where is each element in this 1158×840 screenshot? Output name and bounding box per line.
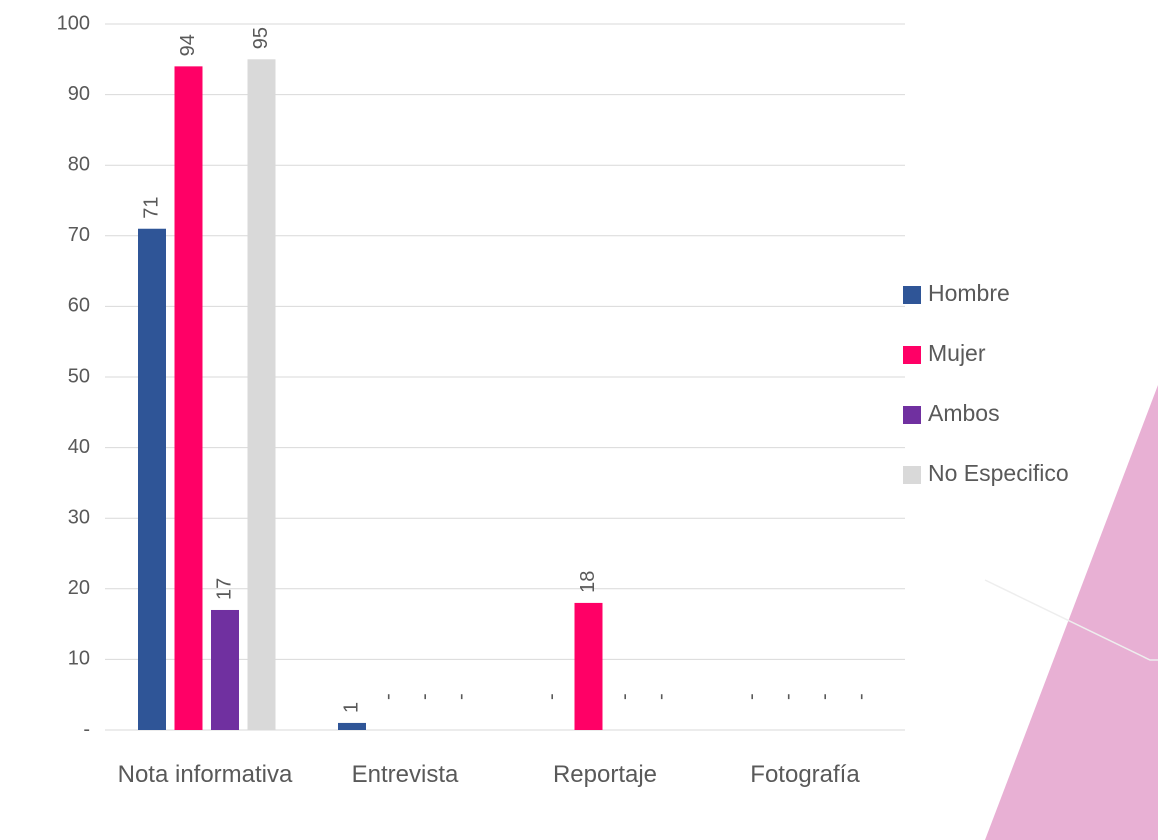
legend-label: Ambos [928, 400, 1000, 426]
y-tick-label: 40 [68, 436, 90, 458]
data-label: - [813, 693, 835, 700]
data-label: 17 [213, 578, 235, 600]
legend-label: No Especifico [928, 460, 1069, 486]
x-tick-label-box: Nota informativa [105, 758, 305, 838]
x-tick-label-box: Entrevista [305, 758, 505, 838]
data-label: 18 [577, 571, 599, 593]
data-label: - [613, 693, 635, 700]
data-label: - [540, 693, 562, 700]
x-tick-label: Entrevista [305, 758, 505, 792]
y-tick-label: 20 [68, 577, 90, 599]
y-tick-label: 70 [68, 224, 90, 246]
x-tick-label-box: Fotografía [705, 758, 905, 838]
legend-swatch [903, 286, 921, 304]
bar [575, 603, 603, 730]
legend-swatch [903, 346, 921, 364]
legend-swatch [903, 466, 921, 484]
y-tick-label: 90 [68, 83, 90, 105]
y-tick-label: 100 [57, 12, 90, 34]
bar [138, 229, 166, 730]
chart: - 10 20 30 40 50 60 70 80 90 100 Nota informativaEn… [0, 0, 1158, 840]
y-tick-label: 10 [68, 648, 90, 670]
y-tick-label: 30 [68, 506, 90, 528]
legend-swatch [903, 406, 921, 424]
data-label: 95 [250, 27, 272, 49]
bar [211, 610, 239, 730]
data-label: - [850, 693, 872, 700]
data-label: - [413, 693, 435, 700]
bar [175, 66, 203, 730]
data-label: 71 [140, 196, 162, 218]
decor-shape [985, 385, 1158, 840]
x-tick-label: Fotografía [705, 758, 905, 792]
data-label: - [450, 693, 472, 700]
page: - 10 20 30 40 50 60 70 80 90 100 Nota informativaEn… [0, 0, 1158, 840]
y-tick-label: 80 [68, 153, 90, 175]
data-label: - [740, 693, 762, 700]
y-tick-label: 50 [68, 365, 90, 387]
x-tick-label: Reportaje [505, 758, 705, 792]
bar [338, 723, 366, 730]
bar [248, 59, 276, 730]
legend-label: Mujer [928, 340, 986, 366]
data-label: 1 [340, 702, 362, 713]
legend-label: Hombre [928, 280, 1010, 306]
y-tick-label: - [83, 718, 90, 740]
data-label: - [650, 693, 672, 700]
y-tick-label: 60 [68, 295, 90, 317]
data-label: - [377, 693, 399, 700]
x-tick-label: Nota informativa [105, 758, 305, 792]
x-tick-label-box: Reportaje [505, 758, 705, 838]
data-label: 94 [177, 34, 199, 56]
data-label: - [777, 693, 799, 700]
